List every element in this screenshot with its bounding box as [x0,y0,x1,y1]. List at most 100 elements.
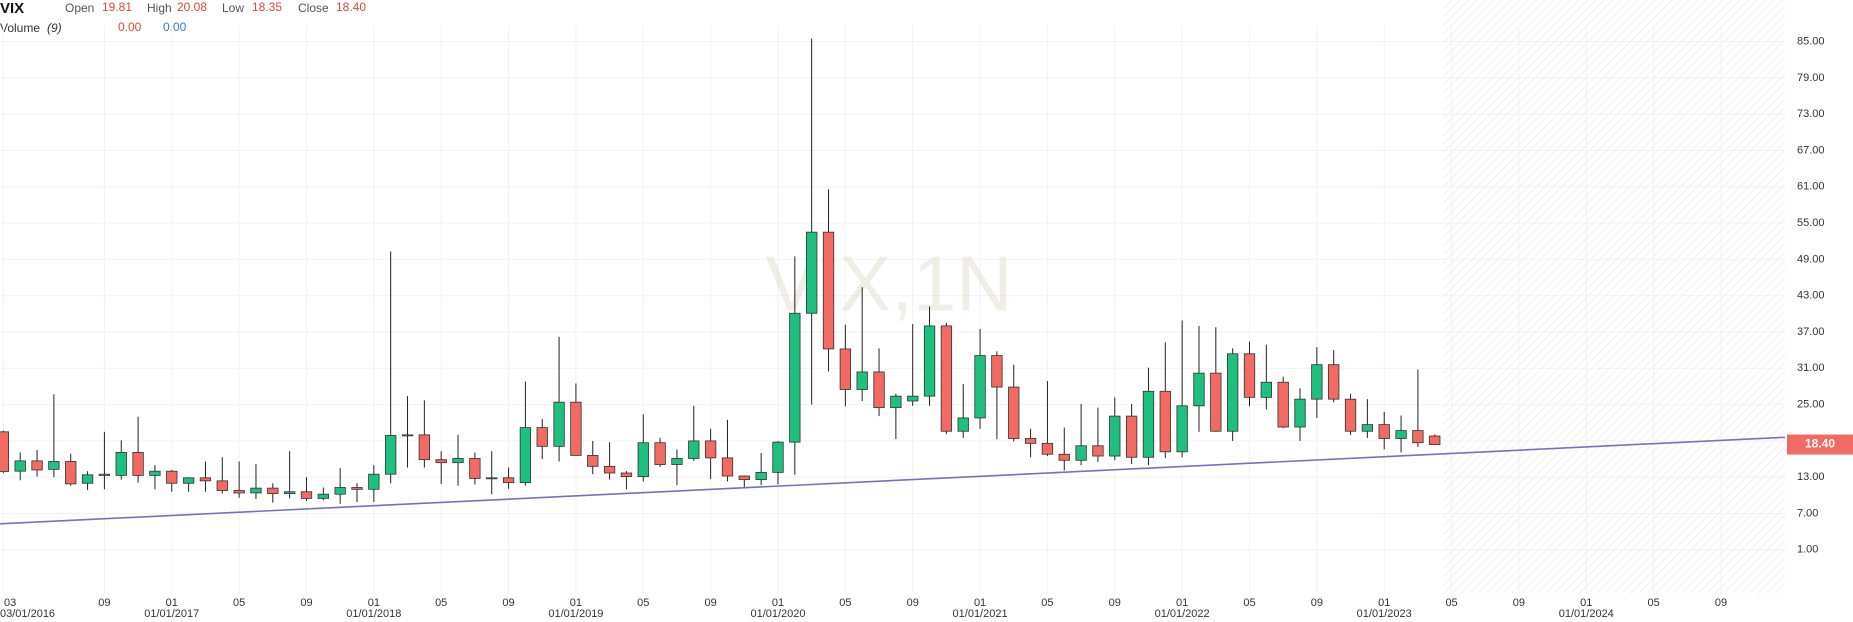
candle-body [216,480,228,491]
candle-body [1277,381,1289,428]
symbol-title: VIX [0,0,24,17]
x-tick-label: 05 [637,597,649,609]
x-tick-label: 05 [1243,597,1255,609]
candle-body [738,475,750,481]
candle-body [671,458,683,465]
candle-body [991,355,1003,388]
x-tick-label: 01 [1580,597,1592,609]
candle-body [1328,364,1340,400]
candle-body [637,442,649,478]
candle-body [182,477,195,484]
candle-body [31,460,43,471]
candle-body [98,473,111,476]
candle-body [132,452,144,476]
x-tick-label: 01 [1378,597,1390,609]
candle-body [0,431,10,472]
y-tick-label: 13.00 [1797,471,1825,483]
candle-body [1176,405,1188,453]
candle-body [553,401,565,447]
candle-body [957,417,969,432]
x-date-label: 01/01/2020 [750,608,805,620]
candle-body [822,231,835,350]
x-tick-label: 09 [502,597,514,609]
y-tick-label: 67.00 [1797,144,1825,156]
x-tick-label: 05 [1648,597,1660,609]
y-tick-label: 1.00 [1797,544,1818,556]
candle-body [368,473,380,490]
x-date-label: 01/01/2018 [346,608,401,620]
x-date-label: 01/01/2023 [1357,608,1412,620]
candle-body [974,355,986,419]
candle-body [1159,390,1171,453]
open-label: Open [65,1,94,15]
candle-body [452,458,464,464]
volume-value: 0.00 [163,20,187,34]
candle-body [149,470,161,476]
candle-body [1075,445,1087,461]
candle-body [1429,435,1441,445]
candle-body [772,441,784,473]
close-label: Close [298,1,329,15]
candle-body [1361,424,1374,432]
candle-body [873,371,885,409]
x-tick-label: 05 [1041,597,1053,609]
candle-body [435,459,447,464]
candle-body [267,487,279,494]
x-tick-label: 09 [705,597,717,609]
candle-body [469,458,481,479]
candle-body [1210,372,1222,432]
y-tick-label: 85.00 [1797,35,1825,47]
candle-body [1412,430,1424,444]
y-tick-label: 49.00 [1797,253,1825,265]
x-date-label: 01/01/2022 [1155,608,1210,620]
candle-body [839,348,851,390]
high-value: 20.08 [177,0,207,14]
x-tick-label: 09 [1715,597,1727,609]
candle-body [890,395,902,409]
candle-body [65,461,77,485]
candle-body [519,427,532,484]
x-date-label: 03/01/2016 [0,608,55,620]
candle-body [1260,381,1272,398]
candle-body [385,435,397,475]
candle-body [81,474,94,484]
candle-body [856,371,868,390]
x-tick-label: 01 [1176,597,1188,609]
y-tick-label: 61.00 [1797,181,1825,193]
x-tick-label: 09 [300,597,312,609]
x-tick-label: 05 [839,597,851,609]
open-value: 19.81 [102,0,132,14]
y-tick-label: 55.00 [1797,217,1825,229]
candle-body [940,325,953,432]
candle-body [923,325,936,397]
y-tick-label: 25.00 [1797,399,1825,411]
candle-body [1008,386,1020,439]
candle-body [1142,390,1155,458]
last-price-label: 18.40 [1805,437,1835,451]
candle-body [721,457,734,477]
candle-body [755,471,767,481]
y-tick-label: 43.00 [1797,290,1825,302]
candle-body [688,440,700,459]
candle-body [1294,398,1306,428]
x-tick-label: 01 [772,597,784,609]
close-value: 18.40 [336,0,366,14]
candle-body [587,455,599,467]
candle-body [536,427,548,447]
candle-body [570,401,582,456]
volume-label: Volume [0,21,40,35]
candle-body [486,477,498,480]
candle-body [14,460,26,472]
x-tick-label: 05 [1445,597,1457,609]
y-tick-label: 73.00 [1797,108,1825,120]
candle-body [1024,438,1037,444]
y-tick-label: 31.00 [1797,362,1825,374]
last-price-badge [1787,434,1853,455]
y-tick-label: 79.00 [1797,72,1825,84]
volume-period: (9) [47,21,62,35]
candle-body [317,493,329,499]
candle-body [300,491,313,499]
x-tick-label: 01 [974,597,986,609]
x-date-label: 01/01/2021 [953,608,1008,620]
